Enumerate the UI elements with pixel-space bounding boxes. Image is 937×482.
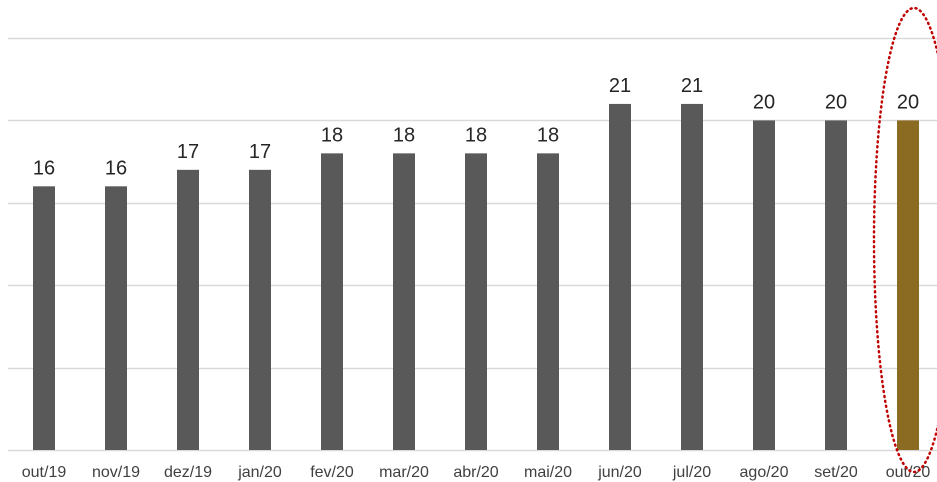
tick-label-jul-20: jul/20 [672,464,711,481]
data-label-mar-20: 18 [393,124,415,146]
data-labels: 16 16 17 17 18 18 18 18 21 21 20 20 20 [33,75,919,179]
tick-label-jun-20: jun/20 [597,464,642,481]
data-label-ago-20: 20 [753,91,775,113]
data-label-nov-19: 16 [105,157,127,179]
bar-abr-20 [465,153,487,451]
bar-jun-20 [609,103,631,451]
data-label-dez-19: 17 [177,141,199,163]
bar-set-20 [825,120,847,451]
data-label-out-20: 20 [897,91,919,113]
data-label-fev-20: 18 [321,124,343,146]
tick-label-jan-20: jan/20 [237,464,282,481]
data-label-mai-20: 18 [537,124,559,146]
data-label-set-20: 20 [825,91,847,113]
tick-label-abr-20: abr/20 [453,464,498,481]
bar-jul-20 [681,103,703,451]
data-label-out-19: 16 [33,157,55,179]
tick-label-out-20: out/20 [886,464,931,481]
annotations [872,6,937,474]
bar-mar-20 [393,153,415,451]
tick-label-nov-19: nov/19 [92,464,140,481]
data-label-jun-20: 21 [609,75,631,97]
x-axis-tick-labels: out/19 nov/19 dez/19 jan/20 fev/20 mar/20 abr/… [22,464,931,481]
bar-out-19 [33,186,55,450]
data-label-jan-20: 17 [249,141,271,163]
tick-label-out-19: out/19 [22,464,67,481]
tick-label-set-20: set/20 [814,464,858,481]
bar-out-20 [897,120,919,451]
bar-ago-20 [753,120,775,451]
bar-mai-20 [537,153,559,451]
bar-jan-20 [249,169,271,450]
tick-label-mar-20: mar/20 [379,464,429,481]
tick-label-mai-20: mai/20 [524,464,572,481]
data-label-abr-20: 18 [465,124,487,146]
tick-label-ago-20: ago/20 [740,464,789,481]
highlight-ellipse-annotation [872,6,937,474]
bar-fev-20 [321,153,343,451]
bar-dez-19 [177,169,199,450]
data-label-jul-20: 21 [681,75,703,97]
bar-nov-19 [105,186,127,450]
tick-label-dez-19: dez/19 [164,464,212,481]
bars [33,103,919,451]
tick-label-fev-20: fev/20 [310,464,354,481]
